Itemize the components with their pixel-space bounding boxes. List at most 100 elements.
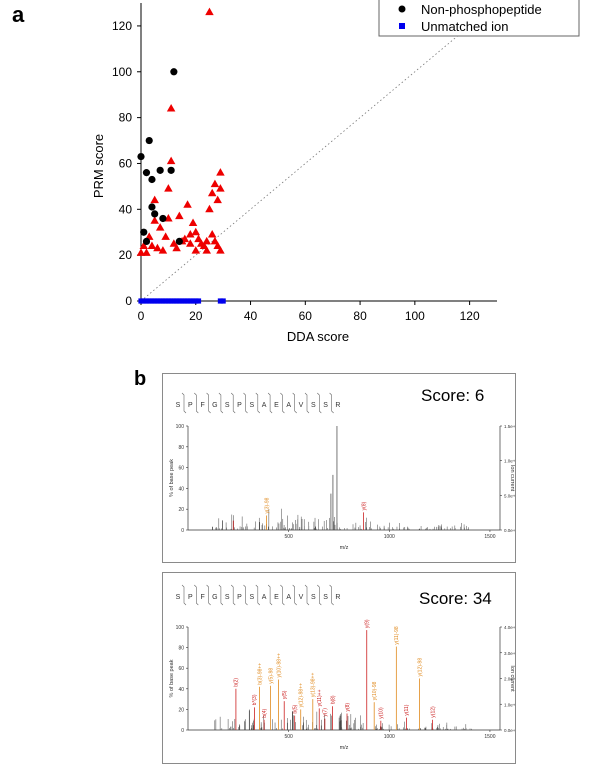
peptide-residue: V [299, 594, 304, 601]
x-tick-label: 120 [460, 309, 480, 323]
fragment-bracket [255, 584, 261, 606]
peptide-residue: G [212, 594, 217, 601]
point-non-phosphopeptide [137, 152, 145, 161]
fragment-bracket [267, 584, 273, 606]
spectrum-y-tick-label: 0 [181, 528, 184, 534]
y-tick-label: 120 [112, 19, 132, 33]
peptide-residue: S [225, 402, 230, 409]
point-unmatched-ion [138, 298, 144, 304]
point-unmatched-ion [187, 298, 193, 304]
spectrum-x-tick-label: 1000 [384, 734, 395, 740]
point-unmatched-ion [176, 298, 182, 304]
peak-label: y(12) [430, 706, 436, 718]
spectrum-y-tick-label: 80 [178, 646, 184, 652]
point-triangle [213, 241, 222, 249]
point-non-phosphopeptide [151, 210, 159, 218]
peptide-residue: R [335, 594, 340, 601]
peak-label: b*(3) [252, 694, 258, 705]
spectrum-y2-tick-label: 3.0e+4 [504, 651, 515, 656]
point-unmatched-ion [160, 298, 166, 304]
spectrum-y2-tick-label: 1.0e+5 [504, 459, 515, 464]
fragment-bracket [181, 584, 187, 606]
spectrum-y-label: % of base peak [169, 659, 175, 697]
point-triangle [147, 241, 157, 249]
legend-label-unmatched-ion: Unmatched ion [421, 19, 508, 34]
x-tick-label: 40 [244, 309, 258, 323]
peak-label: b(8) [330, 695, 336, 704]
peptide-residue: P [237, 402, 242, 409]
point-triangle [169, 239, 179, 247]
point-triangle [175, 211, 184, 220]
peptide-residue: A [262, 594, 267, 601]
point-triangle [216, 246, 225, 254]
peptide-residue: A [286, 402, 291, 409]
legend-box [378, 0, 580, 37]
point-triangle [202, 246, 211, 254]
x-axis-label: DDA score [287, 329, 349, 344]
scatter-axes: 0 20 40 60 80 100 120 0 20 40 60 80 100 120 [112, 2, 498, 323]
point-unmatched-ion [184, 298, 191, 304]
peptide-residue: S [176, 402, 181, 409]
fragment-bracket [206, 584, 211, 606]
fragment-bracket [329, 584, 334, 606]
point-unmatched-ion [193, 298, 199, 304]
point-non-phosphopeptide [175, 237, 183, 245]
point-triangle [213, 195, 222, 204]
spectrum-x-tick-label: 1000 [384, 534, 395, 540]
point-unmatched-ion [157, 298, 163, 304]
point-triangle [186, 230, 195, 238]
peak-label: y(10) [379, 707, 385, 719]
x-tick-label: 100 [405, 309, 425, 323]
peak-label: y(3)-98 [264, 497, 270, 513]
point-triangle [183, 200, 192, 208]
peptide-residue: A [262, 402, 267, 409]
point-unmatched-ion [146, 298, 152, 304]
point-non-phosphopeptide [148, 175, 156, 184]
spectrum-y2-tick-label: 1.5e+5 [504, 424, 515, 429]
point-unmatched-ion [152, 298, 158, 304]
spectrum-y-tick-label: 80 [178, 445, 184, 451]
peak-label: y(5)-98 [268, 668, 274, 684]
point-triangle [191, 227, 201, 236]
point-triangle [199, 241, 209, 249]
peptide-residue: S [176, 594, 181, 601]
point-unmatched-ion [154, 298, 161, 304]
spectrum-x-tick-label: 500 [284, 534, 293, 540]
legend-marker-unmatched-ion [399, 23, 405, 29]
spectrum-y-tick-label: 0 [181, 728, 184, 734]
peak-label: b(5) [292, 704, 298, 713]
point-triangle [136, 248, 146, 256]
point-triangle [142, 248, 151, 256]
point-triangle [202, 236, 211, 245]
point-triangle [205, 7, 214, 16]
point-triangle [216, 184, 225, 192]
spectrum-x-label: m/z [340, 745, 349, 751]
fragment-bracket [267, 392, 273, 414]
point-non-phosphopeptide [142, 237, 151, 245]
point-triangle [194, 234, 203, 243]
spectrum-y-tick-label: 60 [178, 666, 184, 672]
point-triangle [205, 204, 214, 213]
point-triangle [191, 246, 201, 254]
peak-label: y(11)-98 [394, 626, 400, 644]
y-axis-label: PRM score [91, 134, 106, 198]
spectrum-panel-1: SPFGSPSAEAVSSR0204060801000.0e+05.0e+41.… [162, 373, 516, 563]
point-unmatched-ion [220, 298, 226, 304]
peptide-residue: P [188, 402, 193, 409]
point-unmatched-ion [171, 298, 177, 304]
point-triangle [164, 184, 173, 192]
peak-label: y(9) [365, 619, 371, 628]
point-triangle [150, 216, 159, 224]
point-triangle [153, 243, 162, 252]
point-triangle [139, 241, 148, 249]
peak-label: b(4) [262, 708, 268, 717]
point-unmatched-ion [143, 298, 150, 304]
peak-label: y(7) [323, 708, 329, 717]
peptide-residue: F [200, 594, 204, 601]
peptide-residue: P [237, 594, 242, 601]
point-unmatched-ion [190, 298, 196, 304]
y-tick-label: 20 [119, 248, 133, 262]
point-unmatched-ion [163, 298, 169, 304]
x-tick-label: 80 [353, 309, 367, 323]
peptide-residue: S [323, 402, 328, 409]
